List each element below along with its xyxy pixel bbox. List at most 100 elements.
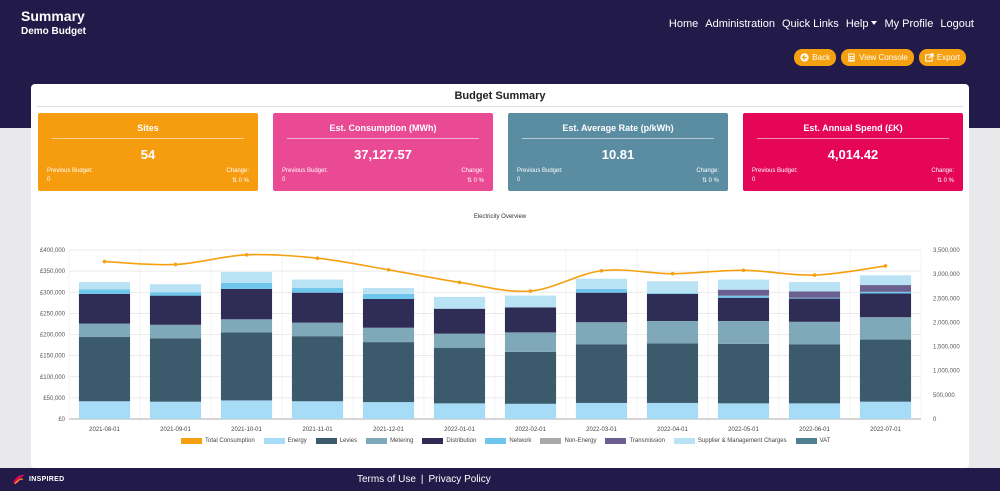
view-console-label: View Console bbox=[859, 53, 908, 62]
up-down-arrows-icon: ⇅ bbox=[466, 178, 472, 184]
bar-segment-metering bbox=[859, 317, 912, 340]
logo-text: INSPIRED bbox=[29, 475, 65, 483]
chevron-down-icon bbox=[871, 21, 878, 25]
kpi-average-rate: Est. Average Rate (p/kWh) 10.81 Previous… bbox=[508, 113, 728, 191]
kpi-consumption: Est. Consumption (MWh) 37,127.57 Previou… bbox=[273, 113, 493, 191]
bar-segment-distribution bbox=[433, 308, 486, 334]
y-right-tick-label: 0 bbox=[933, 417, 937, 423]
legend-item[interactable]: VAT bbox=[795, 438, 830, 444]
kpi-previous-label: Previous Budget: bbox=[282, 168, 328, 174]
bar-segment-supplier-management-charges bbox=[220, 271, 273, 283]
y-left-tick-label: £350,000 bbox=[40, 269, 66, 275]
nav-help[interactable]: Help bbox=[846, 18, 878, 30]
kpi-previous-value: 0 bbox=[282, 177, 286, 183]
bar-segment-supplier-management-charges bbox=[575, 278, 628, 289]
bar-segment-network bbox=[575, 288, 628, 293]
bar-segment-metering bbox=[291, 322, 344, 337]
kpi-annual-spend: Est. Annual Spend (£K) 4,014.42 Previous… bbox=[743, 113, 963, 191]
legend-label: Levies bbox=[339, 438, 358, 444]
back-button[interactable]: Back bbox=[794, 49, 837, 66]
nav-quick-links[interactable]: Quick Links bbox=[781, 18, 839, 30]
bar-segment-levies bbox=[504, 351, 557, 404]
terms-of-use-link[interactable]: Terms of Use bbox=[357, 474, 416, 485]
y-left-tick-label: £50,000 bbox=[43, 396, 65, 402]
view-console-button[interactable]: View Console bbox=[841, 49, 914, 66]
legend-item[interactable]: Network bbox=[485, 438, 531, 444]
y-right-tick-label: 1,000,000 bbox=[933, 369, 960, 375]
legend-item[interactable]: Supplier & Management Charges bbox=[673, 438, 787, 444]
legend-item[interactable]: Levies bbox=[315, 438, 358, 444]
legend-swatch bbox=[485, 438, 507, 444]
bar-segment-network bbox=[788, 297, 841, 299]
bar-segment-levies bbox=[291, 336, 344, 402]
bar-segment-network bbox=[646, 293, 699, 294]
bar-segment-energy bbox=[433, 403, 486, 419]
bar-segment-energy bbox=[220, 400, 273, 419]
nav-administration[interactable]: Administration bbox=[705, 18, 775, 30]
electricity-overview-chart: £0 £50,000 £100,000 £150,000 £200,000 £250,00… bbox=[40, 248, 960, 433]
divider bbox=[287, 138, 479, 139]
divider bbox=[522, 138, 714, 139]
nav-my-profile[interactable]: My Profile bbox=[884, 18, 934, 30]
calculator-icon bbox=[848, 53, 855, 62]
legend-swatch bbox=[673, 438, 695, 444]
privacy-policy-link[interactable]: Privacy Policy bbox=[428, 474, 491, 485]
budget-summary-card: Budget Summary Sites 54 Previous Budget:… bbox=[31, 84, 969, 468]
bar-segment-metering bbox=[433, 333, 486, 349]
x-tick-label: 2022-04-01 bbox=[657, 427, 688, 433]
main-nav: Home Administration Quick Links Help My … bbox=[669, 18, 974, 30]
legend-item[interactable]: Energy bbox=[263, 438, 307, 444]
legend-item[interactable]: Metering bbox=[366, 438, 413, 444]
bar-segment-distribution bbox=[788, 298, 841, 322]
y-right-tick-label: 1,500,000 bbox=[933, 345, 960, 351]
kpi-change: ⇅ 0 % bbox=[467, 177, 484, 184]
export-label: Export bbox=[936, 53, 960, 62]
bar-segment-distribution bbox=[220, 288, 273, 320]
kpi-change: ⇅ 0 % bbox=[937, 177, 954, 184]
y-left-tick-label: £200,000 bbox=[40, 333, 66, 339]
bar-segment-energy bbox=[575, 402, 628, 419]
nav-home[interactable]: Home bbox=[668, 18, 699, 30]
x-tick-label: 2021-08-01 bbox=[89, 427, 120, 433]
legend-item[interactable]: Transmission bbox=[605, 438, 665, 444]
y-right-tick-label: 3,000,000 bbox=[933, 272, 960, 278]
legend-item[interactable]: Distribution bbox=[422, 438, 476, 444]
bar-segment-energy bbox=[646, 402, 699, 419]
bar-segment-metering bbox=[149, 324, 202, 339]
y-left-tick-label: £250,000 bbox=[40, 311, 66, 317]
total-consumption-point bbox=[741, 268, 746, 273]
bar-segment-levies bbox=[433, 348, 486, 404]
bar-segment-transmission bbox=[788, 291, 841, 298]
divider bbox=[52, 138, 244, 139]
kpi-title: Est. Annual Spend (£K) bbox=[803, 123, 903, 133]
kpi-change-value: 0 % bbox=[238, 178, 249, 184]
total-consumption-point bbox=[244, 253, 249, 257]
export-button[interactable]: Export bbox=[918, 49, 966, 66]
kpi-value: 10.81 bbox=[601, 147, 635, 162]
legend-swatch bbox=[540, 438, 562, 444]
bar-segment-supplier-management-charges bbox=[291, 279, 344, 289]
bar-segment-network bbox=[78, 289, 131, 294]
y-left-tick-label: £150,000 bbox=[40, 354, 66, 360]
bar-segment-distribution bbox=[575, 292, 628, 323]
kpi-change-label: Change: bbox=[931, 168, 954, 174]
nav-logout[interactable]: Logout bbox=[940, 18, 974, 30]
legend-item[interactable]: Total Consumption bbox=[181, 438, 255, 444]
legend-label: Metering bbox=[390, 438, 414, 444]
kpi-change: ⇅ 0 % bbox=[702, 177, 719, 184]
total-consumption-line bbox=[104, 253, 886, 293]
x-tick-label: 2022-03-01 bbox=[586, 427, 617, 433]
bar-segment-levies bbox=[220, 332, 273, 401]
legend-label: Network bbox=[509, 438, 532, 444]
legend-swatch bbox=[366, 438, 388, 444]
y-right-tick-label: 500,000 bbox=[933, 393, 955, 399]
bar-segment-supplier-management-charges bbox=[646, 281, 699, 294]
legend-item[interactable]: Non-Energy bbox=[540, 438, 596, 444]
bar-segment-supplier-management-charges bbox=[78, 282, 131, 290]
y-left-tick-label: £300,000 bbox=[40, 290, 66, 296]
bar-segment-transmission bbox=[717, 289, 770, 296]
legend-swatch bbox=[181, 438, 202, 444]
legend-swatch bbox=[795, 438, 817, 444]
bar-segment-metering bbox=[717, 320, 770, 344]
kpi-previous-label: Previous Budget: bbox=[517, 168, 563, 174]
